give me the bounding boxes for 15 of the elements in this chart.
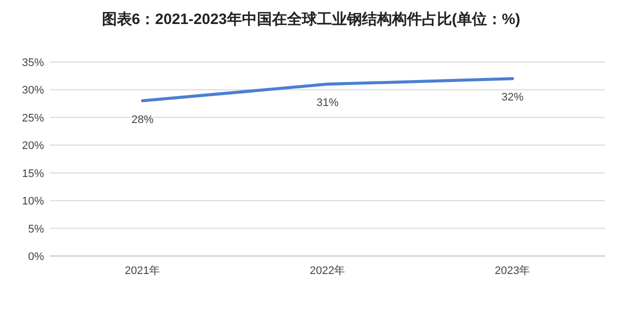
y-tick-label: 25% <box>22 112 44 124</box>
x-tick-label: 2022年 <box>310 265 346 277</box>
y-tick-label: 0% <box>28 251 44 263</box>
data-label: 31% <box>316 97 339 110</box>
x-tick-label: 2021年 <box>124 265 160 277</box>
y-tick-label: 35% <box>22 57 44 69</box>
chart-title: 图表6：2021-2023年中国在全球工业钢结构构件占比(单位：%) <box>102 11 520 28</box>
y-tick-label: 30% <box>22 84 44 97</box>
y-tick-label: 15% <box>22 168 44 180</box>
data-label: 32% <box>501 92 524 104</box>
x-tick-label: 2023年 <box>494 265 530 277</box>
y-tick-label: 20% <box>22 140 44 152</box>
y-tick-label: 5% <box>28 223 44 236</box>
y-tick-label: 10% <box>22 196 44 208</box>
data-label: 28% <box>131 114 154 126</box>
